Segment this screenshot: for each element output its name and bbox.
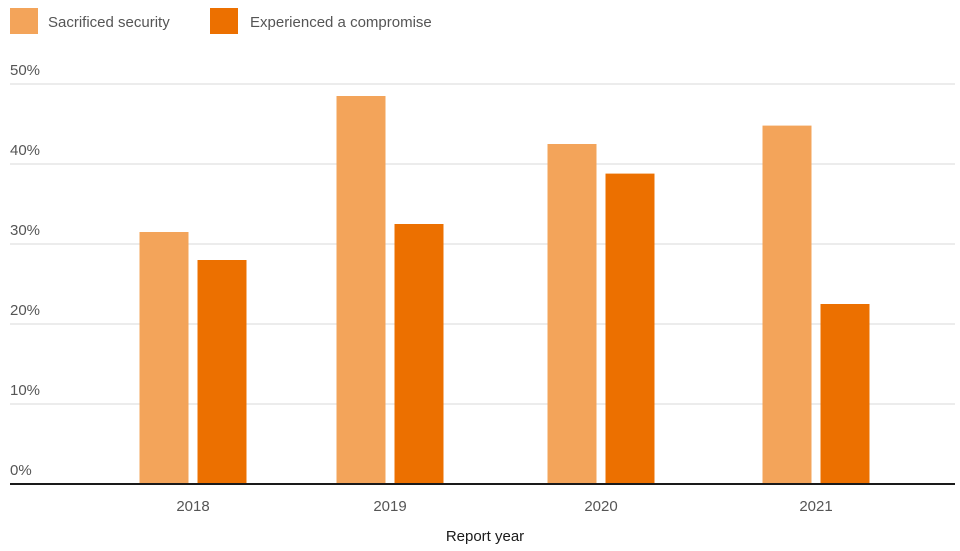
legend: Sacrificed security Experienced a compro… [10, 8, 432, 34]
x-tick-label: 2021 [799, 498, 832, 515]
bar-sacrificed-security-2019 [336, 96, 386, 484]
legend-swatch-experienced-a-compromise [210, 8, 238, 34]
y-tick-label: 40% [10, 142, 40, 159]
bar-experienced-a-compromise-2020 [605, 173, 655, 484]
x-tick-label: 2018 [176, 498, 209, 515]
legend-label-sacrificed-security: Sacrificed security [48, 14, 170, 31]
bar-experienced-a-compromise-2019 [394, 224, 444, 484]
y-tick-label: 30% [10, 222, 40, 239]
y-tick-label: 50% [10, 62, 40, 79]
x-axis-tick-labels: 2018 2019 2020 2021 [176, 498, 832, 515]
bars [139, 96, 870, 484]
bar-experienced-a-compromise-2021 [820, 304, 870, 484]
legend-label-experienced-a-compromise: Experienced a compromise [250, 14, 432, 31]
legend-swatch-sacrificed-security [10, 8, 38, 34]
bar-sacrificed-security-2020 [547, 144, 597, 484]
y-tick-label: 20% [10, 302, 40, 319]
y-tick-label: 10% [10, 382, 40, 399]
y-tick-label: 0% [10, 462, 32, 479]
x-tick-label: 2020 [584, 498, 617, 515]
x-tick-label: 2019 [373, 498, 406, 515]
x-axis-title: Report year [446, 528, 524, 545]
y-axis-tick-labels: 0% 10% 20% 30% 40% 50% [10, 62, 40, 479]
bar-experienced-a-compromise-2018 [197, 260, 247, 484]
bar-sacrificed-security-2018 [139, 232, 189, 484]
bar-sacrificed-security-2021 [762, 125, 812, 484]
